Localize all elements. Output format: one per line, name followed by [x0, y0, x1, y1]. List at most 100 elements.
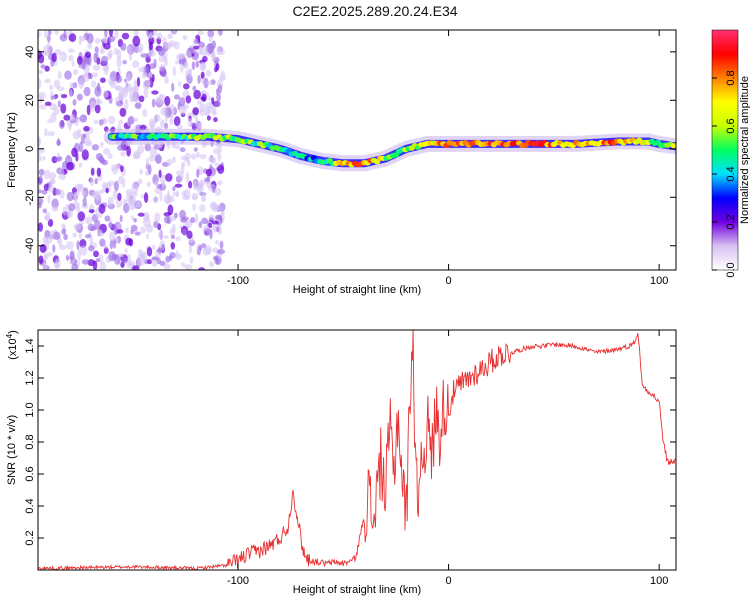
noise-speckle [164, 75, 169, 84]
noise-speckle [145, 56, 151, 63]
colorbar-tick-label: 0.6 [725, 118, 737, 133]
noise-speckle [120, 42, 127, 51]
noise-speckle [192, 203, 196, 212]
noise-speckle [126, 262, 135, 269]
noise-speckle [81, 259, 90, 265]
noise-speckle [60, 103, 67, 114]
noise-speckle [100, 77, 106, 83]
noise-speckle [149, 63, 156, 70]
noise-speckle [55, 258, 61, 269]
noise-speckle [190, 217, 196, 224]
noise-speckle [166, 158, 173, 166]
noise-speckle [116, 56, 122, 68]
noise-speckle [82, 133, 87, 139]
noise-speckle [121, 32, 130, 40]
noise-speckle [89, 101, 97, 112]
noise-speckle [45, 211, 51, 222]
noise-speckle [198, 221, 203, 229]
noise-speckle [38, 255, 44, 264]
noise-speckle [135, 151, 141, 159]
noise-speckle [84, 140, 92, 147]
noise-speckle [175, 170, 183, 176]
noise-speckle [216, 93, 222, 102]
noise-speckle [90, 167, 95, 176]
noise-speckle [152, 196, 159, 203]
noise-speckle [214, 187, 222, 196]
noise-speckle [38, 136, 41, 148]
noise-speckle [197, 74, 201, 84]
noise-speckle [198, 179, 206, 187]
noise-speckle [181, 161, 186, 168]
noise-speckle [172, 186, 176, 192]
noise-speckle [94, 178, 98, 185]
y-tick-label: 20 [24, 94, 36, 106]
noise-speckle [215, 88, 220, 96]
noise-speckle [60, 166, 64, 176]
noise-speckle [53, 107, 60, 116]
noise-speckle [184, 61, 189, 70]
noise-speckle [204, 230, 209, 236]
noise-speckle [159, 260, 166, 267]
noise-speckle [76, 240, 80, 250]
noise-speckle [88, 209, 95, 214]
noise-speckle [154, 180, 159, 185]
noise-speckle [122, 177, 126, 189]
noise-speckle [182, 34, 188, 41]
noise-speckle [54, 188, 61, 196]
noise-speckle [193, 38, 199, 45]
noise-speckle [47, 183, 54, 193]
noise-speckle [99, 49, 105, 55]
noise-speckle [193, 89, 201, 100]
snr-line-layer [38, 330, 676, 570]
noise-speckle [167, 33, 173, 40]
noise-speckle [200, 61, 206, 71]
noise-speckle [107, 115, 116, 125]
noise-speckle [148, 36, 155, 45]
noise-speckle [115, 197, 123, 208]
noise-speckle [43, 255, 49, 260]
noise-speckle [151, 256, 159, 261]
noise-speckle [138, 248, 143, 256]
noise-speckle [195, 60, 200, 68]
x-tick-label: 100 [650, 275, 668, 287]
noise-speckle [188, 180, 193, 189]
noise-speckle [59, 51, 67, 62]
y-tick-label: 1.2 [24, 370, 36, 385]
noise-speckle [88, 73, 93, 80]
colorbar-tick-label: 0.0 [725, 262, 737, 277]
noise-speckle [204, 245, 212, 255]
noise-speckle [176, 124, 183, 130]
noise-speckle [65, 254, 70, 261]
noise-speckle [201, 93, 207, 103]
noise-speckle [51, 206, 59, 212]
noise-speckle [163, 263, 171, 270]
noise-speckle [160, 107, 168, 116]
noise-speckle [137, 212, 145, 217]
noise-speckle [78, 162, 83, 168]
y-tick-label: 0.6 [24, 466, 36, 481]
noise-speckle [179, 63, 184, 74]
noise-speckle [151, 73, 155, 83]
noise-speckle [164, 215, 171, 224]
noise-speckle [114, 225, 118, 236]
noise-speckle [108, 251, 116, 262]
noise-speckle [146, 246, 153, 257]
spectrogram-x-axis-label: Height of straight line (km) [293, 284, 421, 296]
noise-speckle [217, 248, 225, 255]
noise-speckle [91, 144, 100, 151]
noise-speckle [213, 204, 222, 212]
noise-speckle [95, 258, 101, 263]
noise-speckle [95, 52, 99, 59]
noise-speckle [57, 71, 62, 80]
noise-speckle [124, 248, 128, 254]
noise-speckle [124, 98, 129, 110]
noise-speckle [124, 78, 128, 83]
noise-speckle [59, 120, 65, 129]
noise-speckle [125, 227, 129, 234]
noise-speckle [212, 223, 219, 233]
noise-speckle [130, 86, 139, 92]
noise-speckle [68, 33, 77, 43]
noise-speckle [99, 261, 107, 270]
noise-speckle [211, 40, 216, 49]
noise-speckle [131, 60, 140, 69]
